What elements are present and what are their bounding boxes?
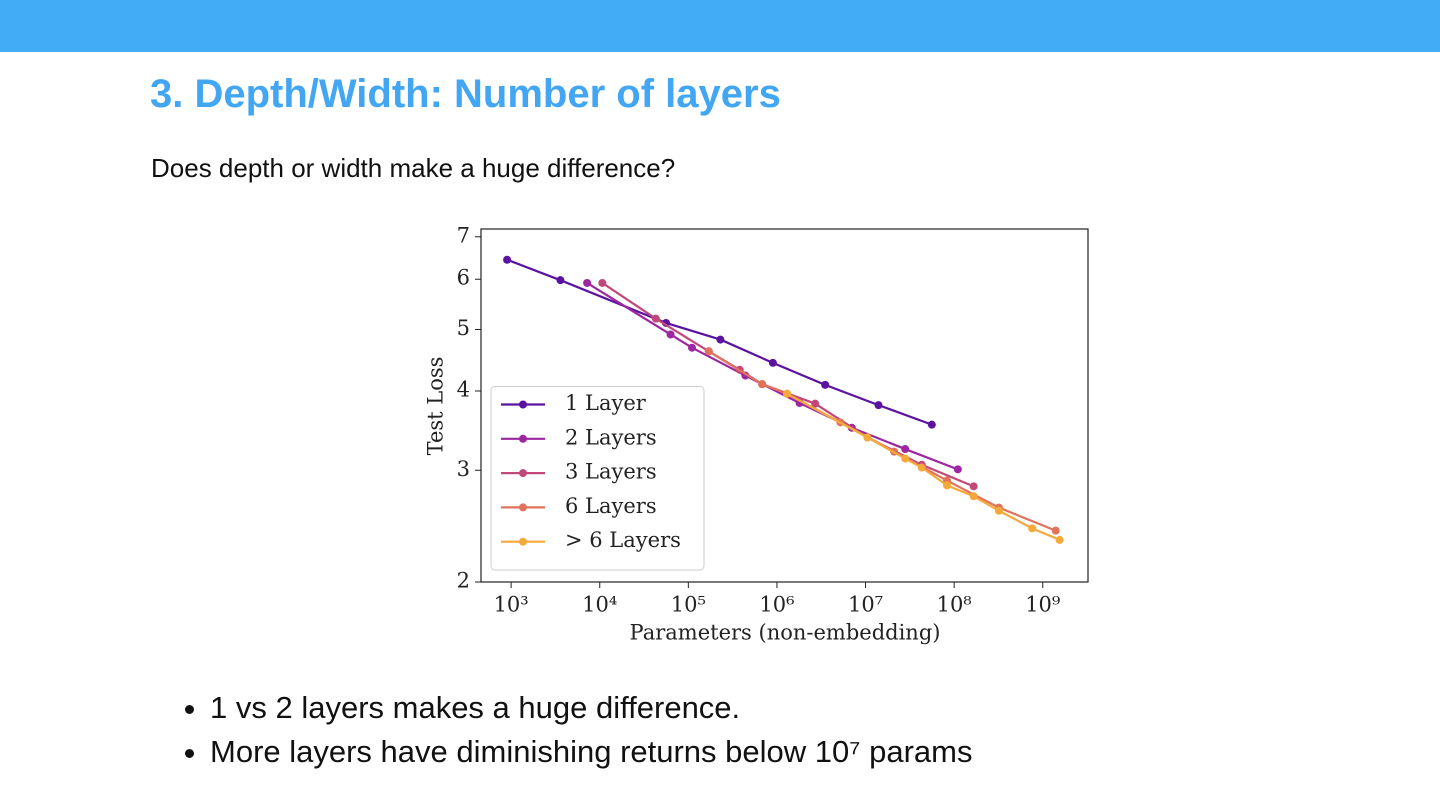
data-point bbox=[969, 482, 978, 491]
data-point bbox=[716, 335, 725, 344]
x-tick-label: 10⁸ bbox=[937, 593, 972, 617]
legend-marker bbox=[519, 434, 527, 443]
x-tick-label: 10⁵ bbox=[671, 593, 706, 617]
y-tick-label: 7 bbox=[457, 223, 470, 247]
data-point bbox=[874, 401, 883, 410]
y-axis-label: Test Loss bbox=[424, 357, 448, 456]
data-point bbox=[768, 358, 777, 367]
data-point bbox=[863, 433, 872, 442]
legend-label: 2 Layers bbox=[565, 425, 657, 449]
header-bar bbox=[0, 0, 1440, 52]
data-point bbox=[811, 399, 820, 408]
data-point bbox=[821, 380, 830, 389]
x-tick-label: 10³ bbox=[494, 593, 529, 617]
y-tick-label: 2 bbox=[457, 569, 470, 593]
data-point bbox=[1055, 535, 1064, 544]
data-point bbox=[953, 465, 962, 474]
data-point bbox=[994, 506, 1003, 515]
series-line bbox=[506, 258, 933, 426]
data-point bbox=[651, 314, 660, 323]
y-tick-label: 5 bbox=[457, 316, 470, 340]
y-tick-label: 4 bbox=[457, 377, 470, 401]
bullet-list: 1 vs 2 layers makes a huge difference. M… bbox=[170, 686, 972, 774]
chart: Parameters (non-embedding) Test Loss 10³… bbox=[424, 223, 1089, 645]
x-tick-label: 10⁷ bbox=[848, 593, 883, 617]
legend-label: > 6 Layers bbox=[565, 528, 681, 552]
bullet: More layers have diminishing returns bel… bbox=[210, 730, 972, 774]
slide-title: 3. Depth/Width: Number of layers bbox=[150, 72, 781, 116]
data-point bbox=[503, 255, 512, 264]
x-axis-label: Parameters (non-embedding) bbox=[630, 621, 941, 645]
legend-box bbox=[490, 386, 705, 571]
subtitle: Does depth or width make a huge differen… bbox=[151, 153, 676, 183]
x-tick-label: 10⁴ bbox=[582, 593, 617, 617]
data-point bbox=[556, 276, 565, 285]
data-point bbox=[666, 330, 675, 339]
legend-label: 3 Layers bbox=[565, 460, 657, 484]
data-point bbox=[942, 481, 951, 490]
legend-marker bbox=[519, 537, 527, 546]
y-tick-label: 6 bbox=[457, 266, 470, 290]
data-point bbox=[758, 380, 767, 389]
data-point bbox=[901, 445, 910, 454]
data-point bbox=[901, 454, 910, 463]
data-point bbox=[688, 343, 697, 352]
bullet: 1 vs 2 layers makes a huge difference. bbox=[210, 686, 972, 730]
data-point bbox=[583, 278, 592, 287]
legend-marker bbox=[519, 469, 527, 478]
data-point bbox=[598, 278, 607, 287]
data-point bbox=[783, 389, 792, 398]
legend-label: 6 Layers bbox=[565, 494, 657, 518]
legend-label: 1 Layer bbox=[565, 391, 647, 415]
data-point bbox=[927, 420, 936, 429]
data-point bbox=[969, 492, 978, 501]
y-tick-label: 3 bbox=[457, 457, 470, 481]
data-point bbox=[917, 463, 926, 472]
x-tick-label: 10⁶ bbox=[759, 593, 794, 617]
data-point bbox=[704, 347, 713, 356]
plot-frame bbox=[480, 228, 1089, 583]
legend-marker bbox=[519, 400, 527, 409]
x-tick-label: 10⁹ bbox=[1025, 593, 1060, 617]
legend-marker bbox=[519, 503, 527, 512]
data-point bbox=[1051, 526, 1060, 535]
data-point bbox=[1028, 524, 1037, 533]
